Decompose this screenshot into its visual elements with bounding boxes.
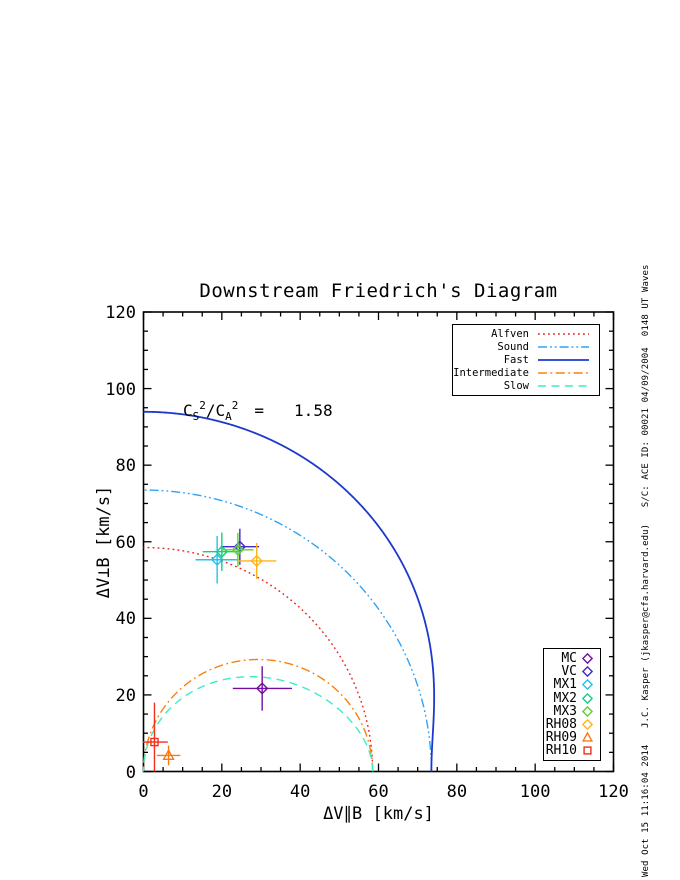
x-tick-label: 100 [519,782,551,802]
legend-marker-vc [581,666,594,678]
legend-label-rh08: RH08 [545,717,577,733]
marker-triangle [162,748,175,761]
legend-row-mx1: MX1 [544,678,600,691]
marker-square [150,737,159,747]
legend-row-mc: MC [544,652,600,665]
marker-diamond [581,679,594,691]
legend-marker-rh10 [583,746,592,756]
legend-row-rh10: RH10 [544,744,600,757]
x-tick-label: 0 [138,782,149,802]
legend-row-sound: Sound [453,340,599,353]
marker-diamond [231,543,245,556]
y-tick-label: 100 [105,379,136,400]
y-tick-label: 40 [115,609,136,630]
legend-row-alfven: Alfven [453,327,599,340]
legend-line-sample-alfven [538,332,589,335]
legend-line-sample-intermediate [538,372,589,374]
x-tick-label: 40 [289,782,311,802]
curve-sound [143,489,433,772]
curve-fast [143,410,436,772]
legend-label-alfven: Alfven [491,327,529,340]
legend-label-rh09: RH09 [545,730,577,746]
annotation-lhs-superscript: 2 [199,399,206,412]
y-tick-label: 0 [125,762,136,783]
curve-slow [142,675,374,772]
y-tick-label: 80 [115,456,136,477]
legend-label-mx3: MX3 [553,703,577,719]
legend-label-mx2: MX2 [553,690,577,706]
legend-row-mx2: MX2 [544,692,600,705]
legend-row-intermediate: Intermediate [453,367,599,380]
legend-marker-mx1 [581,679,594,691]
marker-triangle [581,731,594,742]
marker-diamond [210,553,224,566]
curve-intermediate [142,658,374,772]
marker-square [583,746,592,756]
x-axis-label: ΔV∥B [km/s] [323,804,434,824]
y-tick-label: 20 [115,685,136,706]
marker-diamond [581,666,594,678]
legend-label-sound: Sound [497,340,529,353]
legend-line-sample-fast [538,359,589,361]
curve-alfven [143,546,374,772]
legend-label-mx1: MX1 [553,677,577,693]
marker-diamond [250,554,263,568]
legend-marker-mc [581,653,594,665]
annotation-mid: /C [205,401,226,420]
plot-caption-vertical: Wed Oct 15 11:16:04 2014 J.C. Kasper (jk… [641,264,651,877]
cs2-ca2-annotation: CS2/CA2 = 1.58 [183,399,333,423]
y-axis-label: ΔV⊥B [km/s] [94,485,114,599]
legend-data-points: MC VC MX1 MX2 MX3 RH08 RH09 RH10 [543,648,601,761]
chart-title: Downstream Friedrich's Diagram [199,280,558,302]
marker-diamond [581,653,594,665]
legend-wave-modes: Alfven Sound Fast Intermediate Slow [452,324,600,396]
marker-diamond [581,705,594,717]
marker-diamond [581,692,594,704]
legend-marker-rh09 [581,731,594,742]
legend-row-fast: Fast [453,353,599,366]
annotation-mid-superscript: 2 [231,399,239,412]
legend-label-rh10: RH10 [545,743,577,759]
legend-row-mx3: MX3 [544,705,600,718]
x-tick-label: 20 [211,782,233,802]
annotation-value: 1.58 [294,401,333,420]
legend-label-slow: Slow [503,380,529,393]
y-tick-label: 120 [105,303,136,323]
legend-marker-mx2 [581,692,594,704]
annotation-lhs-subscript: S [192,410,200,423]
y-tick-label: 60 [115,532,136,553]
x-tick-label: 120 [598,782,629,802]
legend-label-fast: Fast [503,353,529,366]
legend-label-intermediate: Intermediate [453,367,529,380]
legend-label-vc: VC [561,664,577,680]
legend-marker-rh08 [581,718,594,731]
x-tick-label: 80 [446,782,468,802]
annotation-lhs: C [183,401,193,420]
legend-row-vc: VC [544,665,600,678]
annotation-mid-subscript: A [225,410,232,423]
legend-row-slow: Slow [453,380,599,393]
legend-label-mc: MC [561,651,577,667]
legend-line-sample-slow [538,385,589,388]
marker-diamond [581,718,594,731]
legend-line-sample-sound [538,346,589,348]
legend-marker-mx3 [581,705,594,717]
x-tick-label: 60 [368,782,389,802]
legend-row-rh08: RH08 [544,718,600,731]
marker-diamond [255,682,269,695]
annotation-equals: = [254,401,265,420]
legend-row-rh09: RH09 [544,731,600,744]
